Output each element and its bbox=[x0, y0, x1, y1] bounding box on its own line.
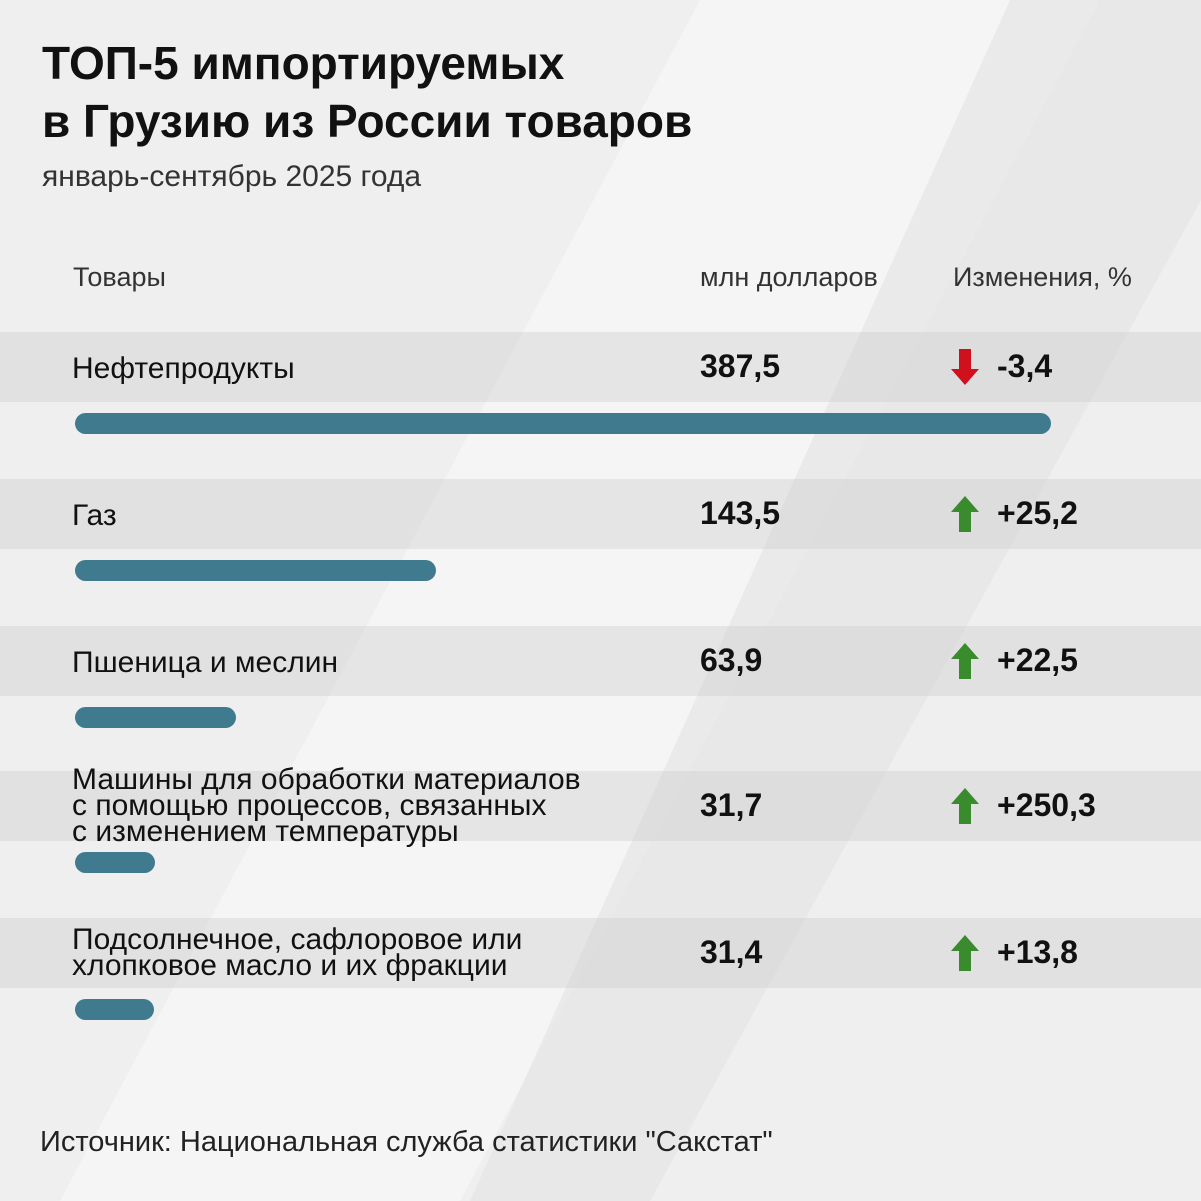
column-header: Изменения, % bbox=[953, 262, 1132, 292]
value-label: 387,5 bbox=[700, 348, 781, 384]
arrow-up bbox=[951, 788, 979, 824]
change-label: +250,3 bbox=[997, 787, 1096, 823]
row-band bbox=[0, 918, 1201, 988]
category-label: Газ bbox=[72, 499, 117, 532]
row-band bbox=[0, 479, 1201, 549]
row-band bbox=[0, 332, 1201, 402]
source: Источник: Национальная служба статистики… bbox=[40, 1126, 773, 1158]
value-label: 31,7 bbox=[700, 787, 763, 823]
value-label: 31,4 bbox=[700, 934, 763, 970]
arrow-up bbox=[951, 496, 979, 532]
bar bbox=[75, 560, 437, 581]
arrow-up bbox=[951, 935, 979, 971]
category-label: Нефтепродукты bbox=[72, 352, 295, 385]
category-label: Машины для обработки материалов с помощь… bbox=[72, 763, 581, 848]
bar bbox=[75, 707, 236, 728]
change-label: +25,2 bbox=[997, 495, 1078, 531]
change-label: -3,4 bbox=[997, 348, 1053, 384]
value-label: 143,5 bbox=[700, 495, 781, 531]
row-band bbox=[0, 626, 1201, 696]
bar bbox=[75, 852, 155, 873]
change-label: +13,8 bbox=[997, 934, 1078, 970]
arrow-up bbox=[951, 643, 979, 679]
column-header: Товары bbox=[73, 262, 166, 292]
category-label: Подсолнечное, сафлоровое или хлопковое м… bbox=[72, 923, 523, 982]
bar bbox=[75, 413, 1051, 434]
arrow-down bbox=[951, 349, 979, 385]
subtitle: январь-сентябрь 2025 года bbox=[42, 160, 422, 193]
category-label: Пшеница и меслин bbox=[72, 646, 339, 679]
column-header: млн долларов bbox=[700, 262, 878, 292]
value-label: 63,9 bbox=[700, 642, 763, 678]
change-label: +22,5 bbox=[997, 642, 1078, 678]
bar bbox=[75, 999, 155, 1020]
title: ТОП-5 импортируемых в Грузию из России т… bbox=[42, 37, 693, 147]
row-band bbox=[0, 771, 1201, 841]
